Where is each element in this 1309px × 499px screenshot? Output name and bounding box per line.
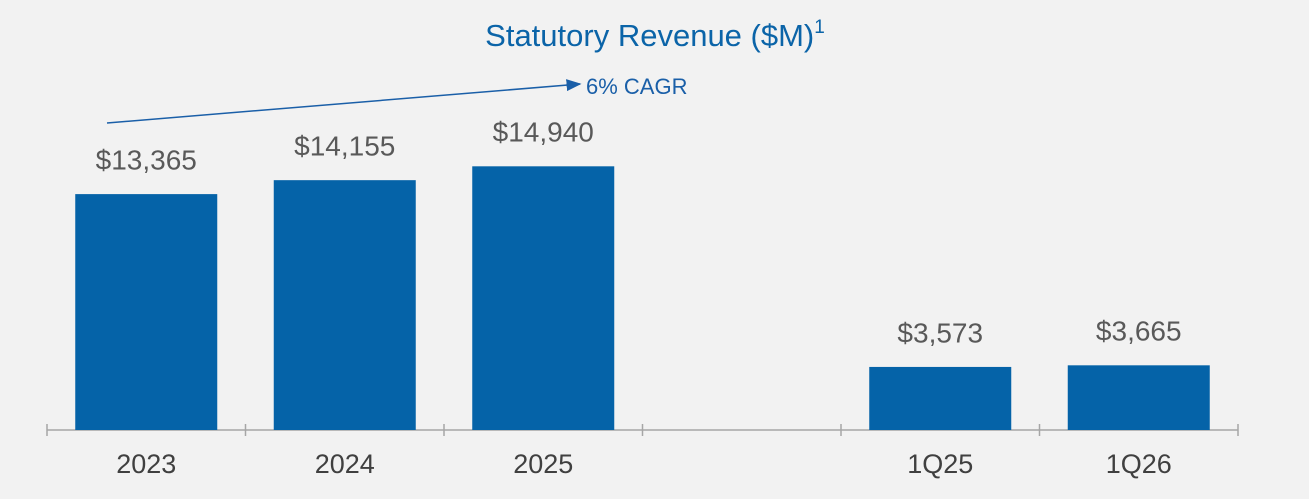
bar	[472, 166, 615, 430]
title-footnote: 1	[814, 17, 825, 38]
bar	[869, 366, 1012, 430]
value-label: $3,665	[1096, 316, 1182, 347]
x-tick-label: 1Q26	[1106, 449, 1172, 479]
x-tick-label: 1Q25	[907, 449, 973, 479]
bar	[75, 194, 218, 430]
x-tick-label: 2024	[315, 449, 375, 479]
value-label: $14,940	[493, 117, 594, 148]
value-label: $3,573	[897, 317, 983, 348]
x-tick-label: 2025	[513, 449, 573, 479]
chart-title: Statutory Revenue ($M)1	[485, 17, 825, 53]
bar	[273, 180, 416, 430]
title-text: Statutory Revenue ($M)	[485, 18, 814, 53]
value-label: $14,155	[294, 131, 395, 162]
cagr-arrow	[106, 79, 582, 124]
x-tick-label: 2023	[116, 449, 176, 479]
value-label: $13,365	[96, 144, 197, 175]
bar	[1067, 365, 1210, 430]
annotation: 6% CAGR	[586, 74, 687, 99]
